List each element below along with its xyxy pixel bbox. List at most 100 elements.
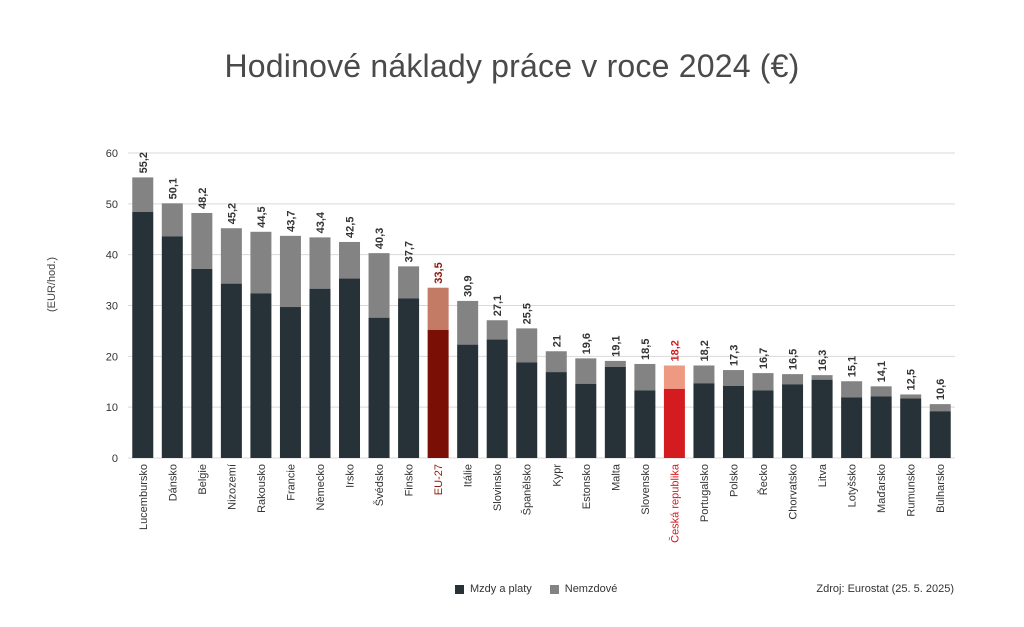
x-category-label: Lotyšsko bbox=[847, 464, 859, 507]
bar-wages bbox=[752, 390, 774, 458]
legend-item-nonwage: Nemzdové bbox=[549, 583, 617, 595]
bar-nonwage bbox=[161, 203, 183, 237]
x-category-label: Slovinsko bbox=[492, 464, 504, 511]
bar-wages bbox=[161, 236, 183, 458]
bar-total-label: 30,9 bbox=[463, 276, 475, 297]
bar-wages bbox=[427, 329, 449, 458]
bar-nonwage bbox=[220, 228, 242, 284]
bar-total-label: 18,2 bbox=[669, 340, 681, 361]
bar-nonwage bbox=[368, 253, 390, 318]
bar-total-label: 19,6 bbox=[581, 333, 593, 354]
bar-total-label: 48,2 bbox=[197, 188, 209, 209]
bar-total-label: 50,1 bbox=[167, 178, 179, 199]
bar-total-label: 18,2 bbox=[699, 340, 711, 361]
bar-total-label: 19,1 bbox=[610, 335, 622, 356]
bar-total-label: 37,7 bbox=[404, 241, 416, 262]
bar-nonwage bbox=[545, 351, 567, 373]
bar-total-label: 45,2 bbox=[226, 203, 238, 224]
x-category-label: Slovensko bbox=[640, 464, 652, 515]
bar-wages bbox=[191, 268, 213, 458]
x-category-label: Švédsko bbox=[373, 464, 386, 506]
bar-nonwage bbox=[782, 374, 804, 385]
bar-nonwage bbox=[339, 241, 361, 279]
x-category-label: Irsko bbox=[345, 464, 357, 488]
bar-wages bbox=[604, 367, 626, 458]
legend-item-wages: Mzdy a platy bbox=[455, 583, 532, 595]
bar-nonwage bbox=[811, 375, 833, 380]
bar-wages bbox=[220, 283, 242, 458]
bar-total-label: 43,7 bbox=[285, 210, 297, 231]
bar-nonwage bbox=[870, 386, 892, 397]
bar-wages bbox=[722, 385, 744, 458]
bar-nonwage bbox=[575, 358, 597, 384]
bar-nonwage bbox=[457, 300, 479, 345]
bar-wages bbox=[900, 398, 922, 458]
x-category-label: Nizozemí bbox=[226, 464, 238, 510]
bar-total-label: 21 bbox=[551, 335, 563, 347]
x-category-label: Portugalsko bbox=[699, 464, 711, 522]
bar-total-label: 17,3 bbox=[728, 345, 740, 366]
x-category-label: Finsko bbox=[404, 464, 416, 496]
bar-wages bbox=[811, 379, 833, 458]
bar-total-label: 16,3 bbox=[817, 350, 829, 371]
y-tick-label: 60 bbox=[106, 148, 118, 160]
bar-nonwage bbox=[191, 212, 213, 269]
bar-nonwage bbox=[516, 328, 538, 363]
bar-total-label: 42,5 bbox=[345, 217, 357, 238]
x-category-label: Německo bbox=[315, 464, 327, 510]
bar-total-label: 25,5 bbox=[522, 303, 534, 324]
bar-nonwage bbox=[900, 394, 922, 399]
bar-total-label: 55,2 bbox=[138, 152, 150, 173]
x-category-label: EU-27 bbox=[433, 464, 445, 495]
bar-total-label: 12,5 bbox=[906, 369, 918, 390]
legend-label-wages: Mzdy a platy bbox=[470, 583, 532, 595]
x-category-label: Rakousko bbox=[256, 464, 268, 513]
y-tick-label: 20 bbox=[106, 351, 118, 363]
y-tick-label: 0 bbox=[112, 453, 118, 465]
bar-wages bbox=[250, 293, 272, 458]
x-category-label: Malta bbox=[610, 463, 622, 491]
x-category-label: Belgie bbox=[197, 464, 209, 495]
bar-nonwage bbox=[634, 363, 656, 391]
y-tick-label: 30 bbox=[106, 301, 118, 313]
bar-wages bbox=[929, 411, 951, 458]
x-category-label: Dánsko bbox=[167, 464, 179, 501]
bar-nonwage bbox=[663, 365, 685, 389]
bar-wages bbox=[309, 288, 331, 458]
legend-swatch-wages bbox=[455, 584, 464, 594]
x-category-label: Řecko bbox=[757, 464, 770, 495]
bar-total-label: 16,5 bbox=[788, 349, 800, 370]
x-category-label: Litva bbox=[817, 463, 829, 487]
x-category-label: Maďarsko bbox=[876, 464, 888, 513]
x-category-label: Kypr bbox=[551, 464, 563, 487]
y-tick-label: 10 bbox=[106, 402, 118, 414]
y-tick-label: 50 bbox=[106, 199, 118, 211]
bar-nonwage bbox=[486, 320, 508, 340]
bar-nonwage bbox=[398, 266, 420, 299]
bar-wages bbox=[368, 317, 390, 458]
bar-wages bbox=[575, 383, 597, 458]
bar-total-label: 14,1 bbox=[876, 361, 888, 382]
y-tick-label: 40 bbox=[106, 250, 118, 262]
bar-total-label: 27,1 bbox=[492, 295, 504, 316]
x-category-label: Chorvatsko bbox=[788, 464, 800, 520]
bar-wages bbox=[516, 362, 538, 458]
bar-nonwage bbox=[427, 287, 449, 330]
x-category-label: Estonsko bbox=[581, 464, 593, 509]
x-category-label: Itálie bbox=[463, 464, 475, 487]
bar-nonwage bbox=[132, 177, 154, 212]
bar-wages bbox=[398, 298, 420, 458]
bar-nonwage bbox=[929, 404, 951, 412]
bar-nonwage bbox=[693, 365, 715, 384]
bar-wages bbox=[279, 307, 301, 458]
bar-total-label: 18,5 bbox=[640, 339, 652, 360]
bar-nonwage bbox=[841, 381, 863, 398]
bar-nonwage bbox=[604, 360, 626, 368]
bar-total-label: 10,6 bbox=[935, 379, 947, 400]
bar-wages bbox=[782, 384, 804, 458]
bar-wages bbox=[339, 278, 361, 458]
bar-nonwage bbox=[722, 370, 744, 386]
bar-wages bbox=[486, 339, 508, 458]
bar-wages bbox=[457, 344, 479, 458]
